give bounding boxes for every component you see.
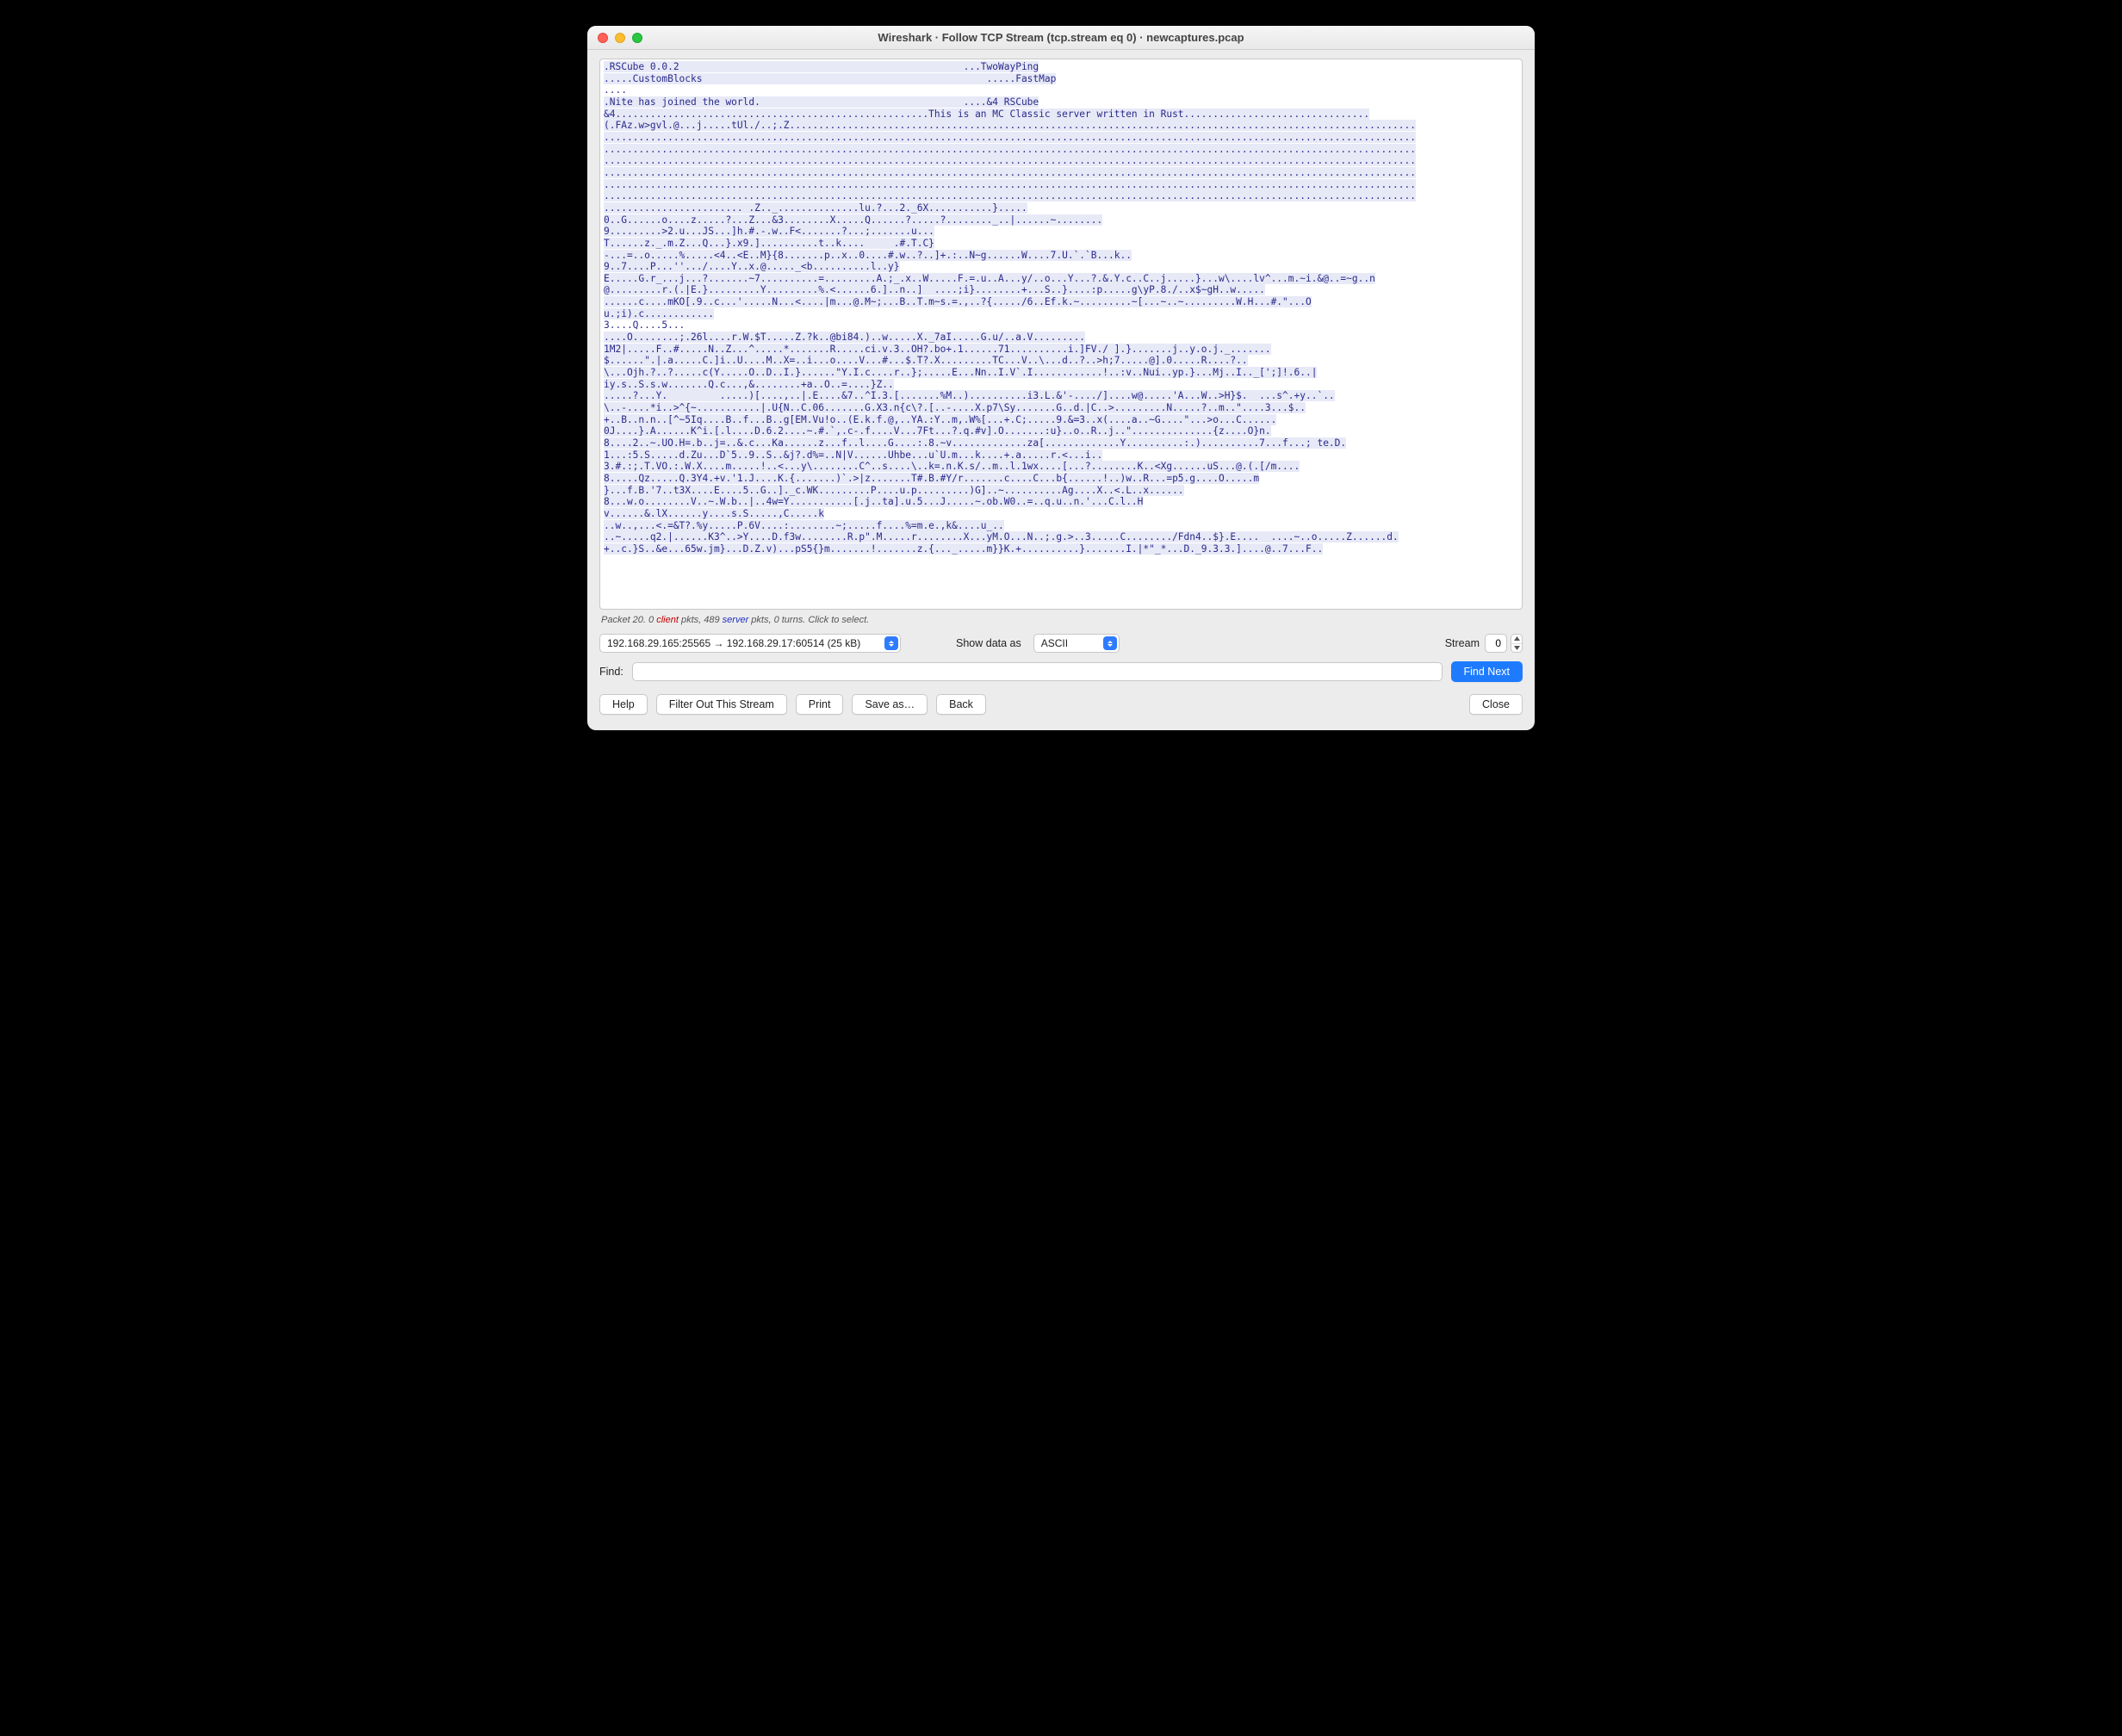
minimize-window-icon[interactable] [615,33,625,43]
traffic-lights [587,33,642,43]
show-data-as-label: Show data as [956,637,1021,649]
stream-number-stepper[interactable]: 0 [1485,634,1523,653]
find-next-button[interactable]: Find Next [1451,661,1523,682]
stepper-down-icon[interactable] [1511,644,1522,653]
show-data-as-value: ASCII [1041,637,1068,649]
dialog-content: .RSCube 0.0.2 ...TwoWayPing .....CustomB… [587,50,1535,730]
close-window-icon[interactable] [598,33,608,43]
button-row: Help Filter Out This Stream Print Save a… [599,685,1523,727]
stepper-buttons[interactable] [1511,634,1523,653]
filter-out-button[interactable]: Filter Out This Stream [656,694,787,715]
help-button[interactable]: Help [599,694,648,715]
tcp-stream-textview[interactable]: .RSCube 0.0.2 ...TwoWayPing .....CustomB… [599,59,1523,610]
find-input[interactable] [632,662,1443,681]
find-label: Find: [599,666,624,678]
stepper-up-icon[interactable] [1511,635,1522,644]
select-arrows-icon [1103,636,1117,650]
controls-row-1: 192.168.29.165:25565 → 192.168.29.17:605… [599,632,1523,658]
close-button[interactable]: Close [1469,694,1523,715]
status-prefix: Packet 20. 0 [601,615,656,625]
status-suffix: pkts, 0 turns. Click to select. [748,615,869,625]
stream-label: Stream [1445,637,1480,649]
packet-status-line[interactable]: Packet 20. 0 client pkts, 489 server pkt… [599,610,1523,632]
direction-select[interactable]: 192.168.29.165:25565 → 192.168.29.17:605… [599,634,901,653]
find-row: Find: Find Next [599,658,1523,685]
save-as-button[interactable]: Save as… [852,694,928,715]
wireshark-follow-stream-window: Wireshark · Follow TCP Stream (tcp.strea… [587,26,1535,730]
status-server-word: server [723,615,749,625]
status-mid: pkts, 489 [679,615,723,625]
direction-select-value: 192.168.29.165:25565 → 192.168.29.17:605… [607,637,860,649]
window-title: Wireshark · Follow TCP Stream (tcp.strea… [587,31,1535,44]
select-arrows-icon [884,636,898,650]
stream-number-value[interactable]: 0 [1485,634,1507,653]
show-data-as-select[interactable]: ASCII [1033,634,1120,653]
titlebar: Wireshark · Follow TCP Stream (tcp.strea… [587,26,1535,50]
print-button[interactable]: Print [796,694,844,715]
zoom-window-icon[interactable] [632,33,642,43]
back-button[interactable]: Back [936,694,986,715]
status-client-word: client [656,615,679,625]
